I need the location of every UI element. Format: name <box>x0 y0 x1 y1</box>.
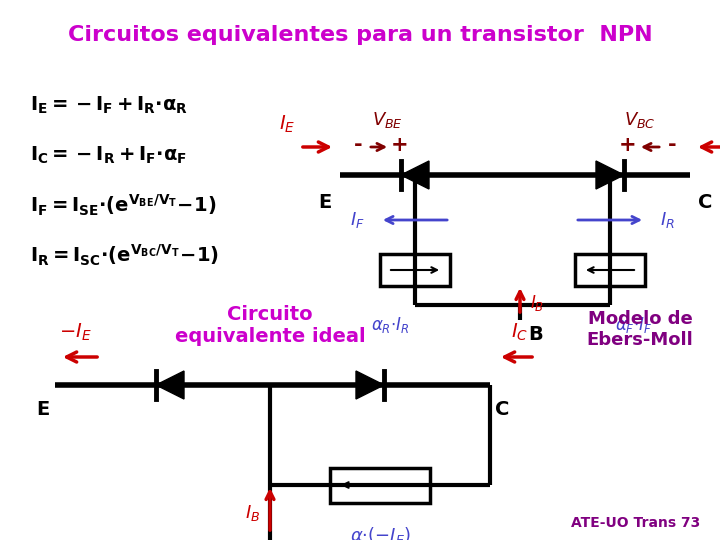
Text: C: C <box>495 400 509 419</box>
Polygon shape <box>156 371 184 399</box>
Text: $I_E$: $I_E$ <box>279 114 295 135</box>
Text: $\mathbf{I_F = I_{SE}{\cdot}(e^{V_{BE}/V_T}\!-\!1)}$: $\mathbf{I_F = I_{SE}{\cdot}(e^{V_{BE}/V… <box>30 192 217 218</box>
Text: $\mathbf{I_E = -I_F + I_R{\cdot}\alpha_R}$: $\mathbf{I_E = -I_F + I_R{\cdot}\alpha_R… <box>30 94 188 116</box>
Text: $\mathbf{I_R = I_{SC}{\cdot}(e^{V_{BC}/V_T}\!-\!1)}$: $\mathbf{I_R = I_{SC}{\cdot}(e^{V_{BC}/V… <box>30 242 219 268</box>
Text: +: + <box>619 135 636 155</box>
Text: $I_C$: $I_C$ <box>511 322 528 343</box>
Text: $I_B$: $I_B$ <box>245 503 260 523</box>
Polygon shape <box>596 161 624 189</box>
Text: +: + <box>391 135 409 155</box>
Text: -: - <box>667 135 676 155</box>
Text: $\mathbf{I_C = -I_R + I_F{\cdot}\alpha_F}$: $\mathbf{I_C = -I_R + I_F{\cdot}\alpha_F… <box>30 144 187 166</box>
Text: $I_B$: $I_B$ <box>530 293 544 313</box>
Text: B: B <box>528 325 543 344</box>
Text: $\alpha_R{\cdot}I_R$: $\alpha_R{\cdot}I_R$ <box>372 315 410 335</box>
Bar <box>330 468 430 503</box>
Bar <box>575 254 645 286</box>
Text: Circuitos equivalentes para un transistor  NPN: Circuitos equivalentes para un transisto… <box>68 25 652 45</box>
Text: $-I_E$: $-I_E$ <box>58 322 91 343</box>
Text: $V_{BE}$: $V_{BE}$ <box>372 110 402 130</box>
Text: $\alpha_F{\cdot}I_F$: $\alpha_F{\cdot}I_F$ <box>615 315 652 335</box>
Text: E: E <box>319 193 332 212</box>
Text: $I_F$: $I_F$ <box>351 210 365 230</box>
Text: E: E <box>37 400 50 419</box>
Polygon shape <box>401 161 429 189</box>
Text: -: - <box>354 135 362 155</box>
Bar <box>380 254 450 286</box>
Polygon shape <box>356 371 384 399</box>
Text: C: C <box>698 193 712 212</box>
Text: Modelo de
Ebers-Moll: Modelo de Ebers-Moll <box>587 310 693 349</box>
Text: $I_R$: $I_R$ <box>660 210 675 230</box>
Text: Circuito
equivalente ideal: Circuito equivalente ideal <box>175 305 365 346</box>
Text: $V_{BC}$: $V_{BC}$ <box>624 110 656 130</box>
Text: ATE-UO Trans 73: ATE-UO Trans 73 <box>571 516 700 530</box>
Text: $\alpha{\cdot}(-I_E)$: $\alpha{\cdot}(-I_E)$ <box>349 525 410 540</box>
